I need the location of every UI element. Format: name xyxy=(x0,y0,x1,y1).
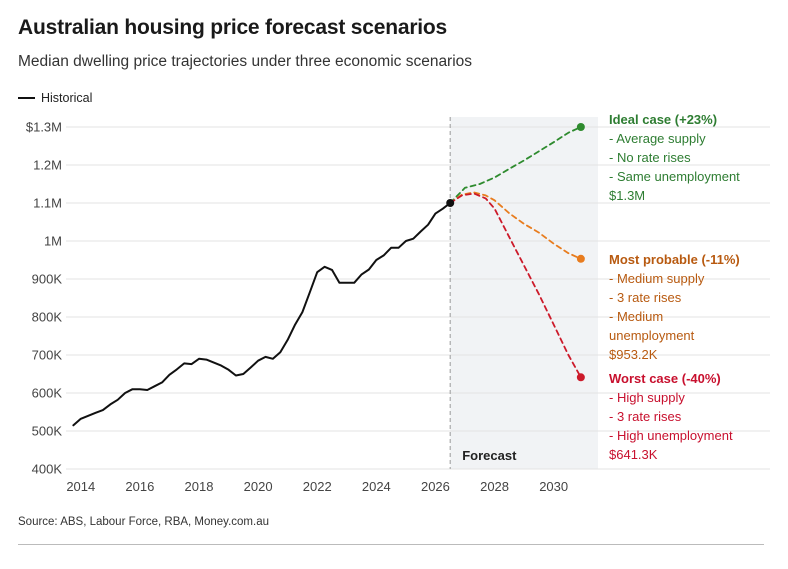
x-tick-label: 2028 xyxy=(480,479,509,494)
y-tick-label: 800K xyxy=(32,310,63,325)
historical-endpoint-marker xyxy=(446,199,455,207)
x-tick-label: 2022 xyxy=(303,479,332,494)
annotation-line: - Average supply xyxy=(609,131,706,146)
series-line-most xyxy=(449,191,582,260)
annotation-heading: Most probable (-11%) xyxy=(609,252,740,267)
series-line-ideal xyxy=(449,126,582,204)
y-tick-label: 1.1M xyxy=(33,196,62,211)
y-tick-label: 600K xyxy=(32,386,63,401)
chart-subtitle: Median dwelling price trajectories under… xyxy=(18,53,473,70)
y-tick-label: 700K xyxy=(32,348,63,363)
annotation-line: - Medium xyxy=(609,309,663,324)
x-tick-label: 2020 xyxy=(244,479,273,494)
annotation-line: - Medium supply xyxy=(609,271,705,286)
x-tick-label: 2026 xyxy=(421,479,450,494)
annotation-line: - High supply xyxy=(609,390,685,405)
y-tick-label: $1.3M xyxy=(26,120,62,135)
annotation-heading: Worst case (-40%) xyxy=(609,371,721,386)
y-tick-label: 400K xyxy=(32,462,63,477)
x-tick-label: 2016 xyxy=(125,479,154,494)
series-endpoint-marker xyxy=(576,123,585,131)
annotation-line: $1.3M xyxy=(609,188,645,203)
source-note: Source: ABS, Labour Force, RBA, Money.co… xyxy=(18,516,269,528)
series-endpoint-marker xyxy=(576,254,585,263)
annotation-line: $641.3K xyxy=(609,447,658,462)
x-tick-label: 2014 xyxy=(66,479,95,494)
series-line-worst xyxy=(449,192,582,379)
y-tick-label: 500K xyxy=(32,424,63,439)
legend-historical-swatch xyxy=(18,96,35,100)
forecast-region-band xyxy=(450,117,598,469)
annotation-line: - High unemployment xyxy=(609,428,733,443)
annotation-line: unemployment xyxy=(609,328,695,343)
forecast-label: Forecast xyxy=(462,448,517,463)
series-endpoint-marker xyxy=(576,373,585,382)
annotation-line: $953.2K xyxy=(609,347,658,362)
annotation-line: - Same unemployment xyxy=(609,169,740,184)
footer-divider xyxy=(18,544,764,545)
legend: Historical xyxy=(18,91,92,105)
annotation-heading: Ideal case (+23%) xyxy=(609,112,717,127)
annotation-line: - 3 rate rises xyxy=(609,290,682,305)
legend-historical-label: Historical xyxy=(41,91,93,105)
annotation-line: - No rate rises xyxy=(609,150,691,165)
y-tick-label: 1.2M xyxy=(33,158,62,173)
x-tick-label: 2024 xyxy=(362,479,391,494)
annotation-line: - 3 rate rises xyxy=(609,409,682,424)
y-tick-label: 1M xyxy=(44,234,62,249)
x-tick-label: 2018 xyxy=(185,479,214,494)
series-line-historical xyxy=(72,202,452,427)
x-tick-label: 2030 xyxy=(539,479,568,494)
chart-title: Australian housing price forecast scenar… xyxy=(18,16,448,39)
y-tick-label: 900K xyxy=(32,272,63,287)
